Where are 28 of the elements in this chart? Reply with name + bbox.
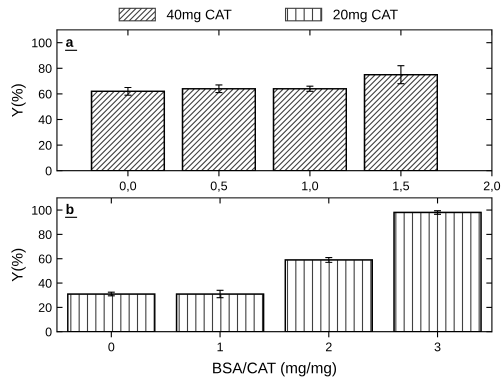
x-tick-label: 0 <box>108 342 114 352</box>
y-tick-label: 20 <box>38 140 52 150</box>
y-tick-label: 0 <box>46 166 52 176</box>
x-tick-label: 2,0 <box>484 181 500 192</box>
y-tick-label: 40 <box>38 115 52 124</box>
x-tick-label: 1 <box>218 342 223 352</box>
annotation: b <box>66 204 74 214</box>
y-tick-label: 60 <box>38 254 52 264</box>
y-tick-label: 80 <box>38 64 52 73</box>
legend-label: 20mg CAT <box>333 10 398 22</box>
y-tick-label: 80 <box>38 230 52 240</box>
y-tick-label: 60 <box>38 90 52 99</box>
x-tick-label: 2 <box>326 342 332 352</box>
x-tick-label: 0,5 <box>210 181 228 192</box>
y-tick-label: 40 <box>38 278 52 288</box>
x-tick-label: 1,5 <box>393 182 410 192</box>
y-tick-label: 100 <box>32 38 52 48</box>
y-tick-label: 100 <box>32 206 52 215</box>
x-axis-title: BSA/CAT (mg/mg) <box>213 362 336 376</box>
x-tick-label: 1,0 <box>302 181 318 192</box>
y-tick-label: 20 <box>38 303 52 312</box>
legend-label: 40mg CAT <box>166 10 232 22</box>
y-axis-title: Y(%) <box>11 84 26 117</box>
x-tick-label: 0,0 <box>120 181 136 192</box>
y-tick-label: 0 <box>46 328 52 336</box>
y-axis-title: Y(%) <box>11 248 26 282</box>
x-tick-label: 3 <box>434 342 440 352</box>
annotation: a <box>66 39 74 47</box>
